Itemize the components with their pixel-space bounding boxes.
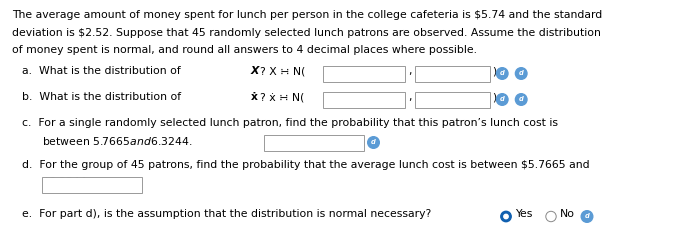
Circle shape [516,68,527,79]
Text: ? ẋ ∺ N(: ? ẋ ∺ N( [260,92,304,102]
Bar [323,92,405,108]
Circle shape [496,94,508,105]
Text: ): ) [492,66,496,76]
Text: ): ) [492,92,496,102]
Circle shape [501,211,511,222]
Text: c.  For a single randomly selected lunch patron, find the probability that this : c. For a single randomly selected lunch … [22,118,558,128]
Text: The average amount of money spent for lunch per person in the college cafeteria : The average amount of money spent for lu… [12,10,602,20]
Text: d: d [371,139,376,145]
Bar [415,92,490,108]
Circle shape [496,68,508,79]
Text: d: d [519,96,524,102]
Circle shape [504,214,508,219]
Text: d: d [500,70,505,76]
Circle shape [516,94,527,105]
Circle shape [368,137,379,148]
Text: d: d [585,213,589,219]
Bar [42,177,142,193]
Text: between $5.7665 and $6.3244.: between $5.7665 and $6.3244. [42,135,192,147]
Text: ,: , [408,66,412,76]
Text: d: d [519,70,524,76]
Text: ? X ∺ N(: ? X ∺ N( [260,66,305,76]
Text: Yes: Yes [515,209,533,219]
Text: X: X [250,66,259,76]
Bar [323,66,405,81]
Text: b.  What is the distribution of: b. What is the distribution of [22,92,185,102]
Circle shape [581,211,593,222]
Text: $6.3244.: $6.3244. [42,177,90,187]
Text: of money spent is normal, and round all answers to 4 decimal places where possib: of money spent is normal, and round all … [12,45,477,55]
Bar [415,66,490,81]
Bar [263,135,364,151]
Text: ,: , [408,92,412,102]
Text: a.  What is the distribution of: a. What is the distribution of [22,66,184,76]
Text: d.  For the group of 45 patrons, find the probability that the average lunch cos: d. For the group of 45 patrons, find the… [22,160,590,170]
Text: e.  For part d), is the assumption that the distribution is normal necessary?: e. For part d), is the assumption that t… [22,209,431,219]
Text: ẋ: ẋ [250,92,257,102]
Text: No: No [560,209,575,219]
Text: deviation is $2.52. Suppose that 45 randomly selected lunch patrons are observed: deviation is $2.52. Suppose that 45 rand… [12,28,601,37]
Text: d: d [500,96,505,102]
